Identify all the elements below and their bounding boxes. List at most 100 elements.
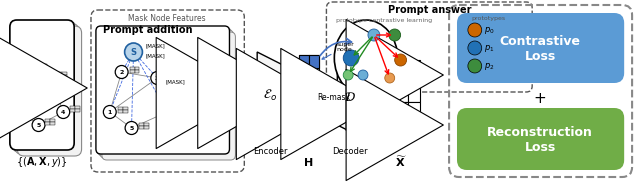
FancyBboxPatch shape xyxy=(15,24,79,154)
Text: 5: 5 xyxy=(36,122,41,127)
Circle shape xyxy=(57,105,70,119)
Text: super
node: super node xyxy=(322,42,354,59)
Text: +: + xyxy=(534,90,547,105)
Circle shape xyxy=(385,73,395,83)
Text: 1: 1 xyxy=(19,110,23,115)
Bar xyxy=(140,123,145,126)
Bar xyxy=(408,60,420,74)
Text: Encoder: Encoder xyxy=(253,147,287,157)
Bar xyxy=(123,107,127,110)
Bar xyxy=(308,55,319,68)
Text: [MASK]: [MASK] xyxy=(145,43,165,48)
Circle shape xyxy=(125,43,143,61)
Bar xyxy=(62,72,67,75)
Text: 2: 2 xyxy=(28,68,33,73)
Bar xyxy=(308,55,319,68)
Circle shape xyxy=(343,70,353,80)
Circle shape xyxy=(395,54,406,66)
Text: Re-mask: Re-mask xyxy=(317,92,350,102)
Bar xyxy=(51,119,56,122)
Circle shape xyxy=(14,105,27,119)
Circle shape xyxy=(151,71,164,85)
Bar xyxy=(62,75,67,78)
Text: $\{(\mathbf{A},\mathbf{X},y)\}$: $\{(\mathbf{A},\mathbf{X},y)\}$ xyxy=(16,155,67,169)
Bar xyxy=(134,67,140,70)
Bar xyxy=(134,70,140,73)
Bar xyxy=(299,94,308,107)
Bar xyxy=(118,107,123,110)
Bar xyxy=(180,110,185,113)
Text: S: S xyxy=(131,48,136,56)
Bar xyxy=(140,126,145,129)
Circle shape xyxy=(32,119,45,132)
Bar xyxy=(308,68,319,81)
Bar xyxy=(299,120,308,133)
Bar xyxy=(408,88,420,102)
Bar xyxy=(382,60,395,74)
Bar xyxy=(170,76,175,79)
Circle shape xyxy=(358,70,368,80)
Text: prototypes: prototypes xyxy=(472,16,506,21)
Bar xyxy=(382,74,395,88)
Bar xyxy=(308,81,319,94)
Text: Prompt answer: Prompt answer xyxy=(388,5,471,15)
Bar xyxy=(33,108,38,111)
Bar xyxy=(165,73,170,76)
Bar xyxy=(75,106,80,109)
Circle shape xyxy=(468,23,482,37)
Circle shape xyxy=(24,63,37,77)
FancyBboxPatch shape xyxy=(457,13,624,83)
Bar xyxy=(299,68,308,81)
Bar xyxy=(75,109,80,112)
Bar xyxy=(28,105,33,108)
Bar xyxy=(170,73,175,76)
FancyBboxPatch shape xyxy=(102,32,236,160)
Text: $p_2$: $p_2$ xyxy=(484,60,494,71)
Circle shape xyxy=(468,59,482,73)
Ellipse shape xyxy=(334,20,397,96)
Text: Decoder: Decoder xyxy=(332,147,368,157)
Bar xyxy=(129,67,134,70)
Bar xyxy=(382,102,395,116)
Bar xyxy=(395,102,408,116)
Circle shape xyxy=(368,29,380,41)
Circle shape xyxy=(44,71,57,85)
Bar xyxy=(145,123,149,126)
Text: $p_0$: $p_0$ xyxy=(484,24,494,36)
Bar xyxy=(180,107,185,110)
Bar xyxy=(38,67,42,70)
FancyBboxPatch shape xyxy=(17,26,81,156)
FancyBboxPatch shape xyxy=(96,26,230,154)
Bar xyxy=(38,64,42,67)
Circle shape xyxy=(161,105,173,119)
Bar xyxy=(58,72,62,75)
Bar xyxy=(308,120,319,133)
Text: $\mathcal{D}$: $\mathcal{D}$ xyxy=(344,90,356,103)
Polygon shape xyxy=(257,52,283,138)
Bar xyxy=(33,105,38,108)
Bar xyxy=(45,122,51,125)
Bar xyxy=(408,74,420,88)
Text: $p_1$: $p_1$ xyxy=(484,43,494,53)
FancyBboxPatch shape xyxy=(457,108,624,170)
Text: $\widetilde{\mathbf{X}}$: $\widetilde{\mathbf{X}}$ xyxy=(395,154,406,169)
Bar xyxy=(42,64,47,67)
Text: 1: 1 xyxy=(108,110,112,115)
Bar xyxy=(118,110,123,113)
Bar xyxy=(70,106,75,109)
Circle shape xyxy=(468,41,482,55)
Bar xyxy=(308,107,319,120)
Text: Prompt addition: Prompt addition xyxy=(103,25,193,35)
Bar xyxy=(129,70,134,73)
Text: Reconstruction
Loss: Reconstruction Loss xyxy=(487,126,593,154)
Bar xyxy=(175,107,180,110)
Bar xyxy=(395,60,408,74)
Text: 3: 3 xyxy=(155,75,159,80)
Text: [MASK]: [MASK] xyxy=(165,80,185,85)
FancyBboxPatch shape xyxy=(100,30,234,158)
Bar xyxy=(299,55,308,68)
Circle shape xyxy=(343,50,359,66)
Bar xyxy=(51,122,56,125)
Bar xyxy=(299,55,308,68)
Bar xyxy=(308,94,319,107)
